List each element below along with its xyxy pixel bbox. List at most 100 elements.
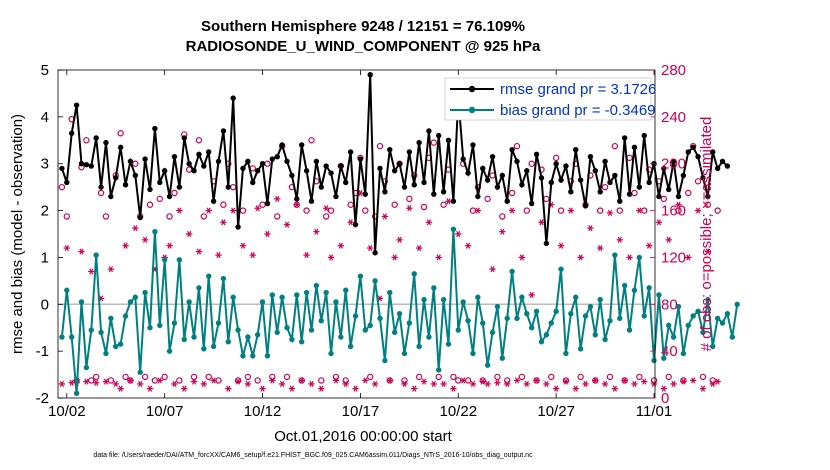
possible-obs-point — [616, 207, 623, 214]
rmse-point — [73, 102, 80, 108]
assimilated-obs-point — [254, 205, 261, 212]
rmse-point — [367, 71, 373, 78]
assimilated-obs-point — [166, 242, 173, 249]
bias-point — [475, 294, 481, 300]
assimilated-obs-point — [445, 198, 452, 205]
y-right-tick-label: 200 — [661, 156, 686, 173]
bias-point — [734, 301, 740, 307]
bias-point — [318, 317, 324, 324]
assimilated-obs-point — [88, 268, 95, 275]
bias-point — [269, 292, 276, 298]
possible-obs-point — [694, 178, 702, 185]
possible-obs-point — [322, 213, 330, 220]
bias-point — [240, 353, 246, 359]
rmse-point — [460, 156, 466, 162]
rmse-point — [235, 224, 241, 230]
bias-point — [396, 310, 403, 317]
bias-point — [553, 308, 559, 315]
rmse-point — [440, 189, 447, 195]
rmse-point — [621, 135, 628, 141]
bias-point — [450, 226, 457, 233]
bias-point — [161, 257, 168, 263]
bias-point — [181, 336, 187, 343]
assimilated-obs-point — [543, 380, 550, 388]
rmse-point — [670, 158, 677, 165]
assimilated-obs-point — [567, 207, 575, 214]
bias-point — [382, 357, 388, 364]
assimilated-obs-point — [318, 385, 325, 392]
assimilated-obs-point — [303, 252, 310, 259]
assimilated-obs-point — [469, 380, 477, 388]
bias-point — [538, 339, 545, 345]
plot-frame — [57, 69, 656, 399]
assimilated-obs-point — [704, 248, 712, 255]
assimilated-obs-point — [523, 380, 530, 388]
rmse-point — [484, 177, 491, 183]
rmse-point — [215, 158, 222, 165]
assimilated-obs-point — [689, 377, 697, 384]
y-left-tick-label: 0 — [41, 296, 49, 313]
possible-obs-point — [660, 195, 668, 203]
rmse-point — [680, 172, 687, 179]
rmse-point — [548, 179, 554, 186]
rmse-point — [254, 168, 261, 174]
legend-bias-marker — [468, 106, 476, 114]
bias-point — [298, 339, 305, 345]
bias-point — [626, 327, 633, 333]
rmse-point — [59, 165, 65, 172]
bias-point — [700, 329, 706, 336]
rmse-point — [274, 153, 280, 160]
bias-point — [494, 303, 501, 310]
possible-obs-point — [283, 373, 291, 381]
y-left-tick-label: 4 — [41, 109, 49, 126]
assimilated-obs-point — [381, 213, 389, 220]
rmse-point — [298, 142, 305, 148]
assimilated-obs-point — [102, 378, 110, 385]
rmse-point — [98, 184, 104, 190]
rmse-point — [142, 156, 148, 162]
x-axis: 10/02 10/07 10/12 10/17 10/22 10/27 11/01 — [48, 70, 672, 420]
rmse-point — [450, 198, 457, 204]
rmse-point — [528, 200, 535, 207]
rmse-point — [347, 149, 354, 155]
possible-obs-point — [450, 373, 457, 381]
bias-point — [480, 320, 486, 326]
bias-point — [436, 367, 442, 373]
assimilated-obs-point — [181, 385, 188, 392]
rmse-point — [607, 179, 613, 186]
possible-obs-point — [685, 189, 692, 197]
bias-point — [303, 289, 310, 296]
bias-point — [445, 341, 452, 347]
x-tick-label: 10/17 — [342, 403, 380, 420]
possible-obs-point — [596, 207, 604, 214]
bias-point — [582, 313, 589, 319]
assimilated-obs-point — [396, 236, 403, 243]
assimilated-obs-point — [92, 379, 100, 386]
assimilated-obs-point — [239, 242, 247, 249]
assimilated-obs-point — [611, 385, 619, 392]
assimilated-obs-point — [171, 380, 178, 388]
rmse-point — [166, 193, 173, 200]
assimilated-obs-point — [362, 377, 369, 384]
rmse-point — [470, 142, 476, 148]
rmse-point — [421, 179, 427, 186]
rmse-point — [573, 146, 579, 153]
y-right-tick-label: 40 — [661, 343, 678, 360]
possible-obs-point — [494, 373, 501, 381]
rmse-point — [553, 161, 559, 167]
bias-point — [69, 334, 75, 340]
possible-obs-point — [699, 373, 707, 381]
assimilated-obs-point — [479, 378, 486, 385]
bias-point — [201, 346, 207, 352]
assimilated-obs-point — [504, 380, 511, 388]
y-left-tick-label: 1 — [41, 249, 49, 266]
assimilated-obs-point — [455, 230, 462, 238]
possible-obs-point — [274, 213, 281, 220]
bias-point — [587, 303, 594, 310]
bias-point — [568, 310, 574, 317]
assimilated-obs-point — [680, 378, 687, 385]
rmse-point — [83, 161, 90, 168]
possible-obs-point — [200, 213, 208, 220]
bias-point — [289, 336, 295, 343]
rmse-point — [714, 165, 721, 172]
